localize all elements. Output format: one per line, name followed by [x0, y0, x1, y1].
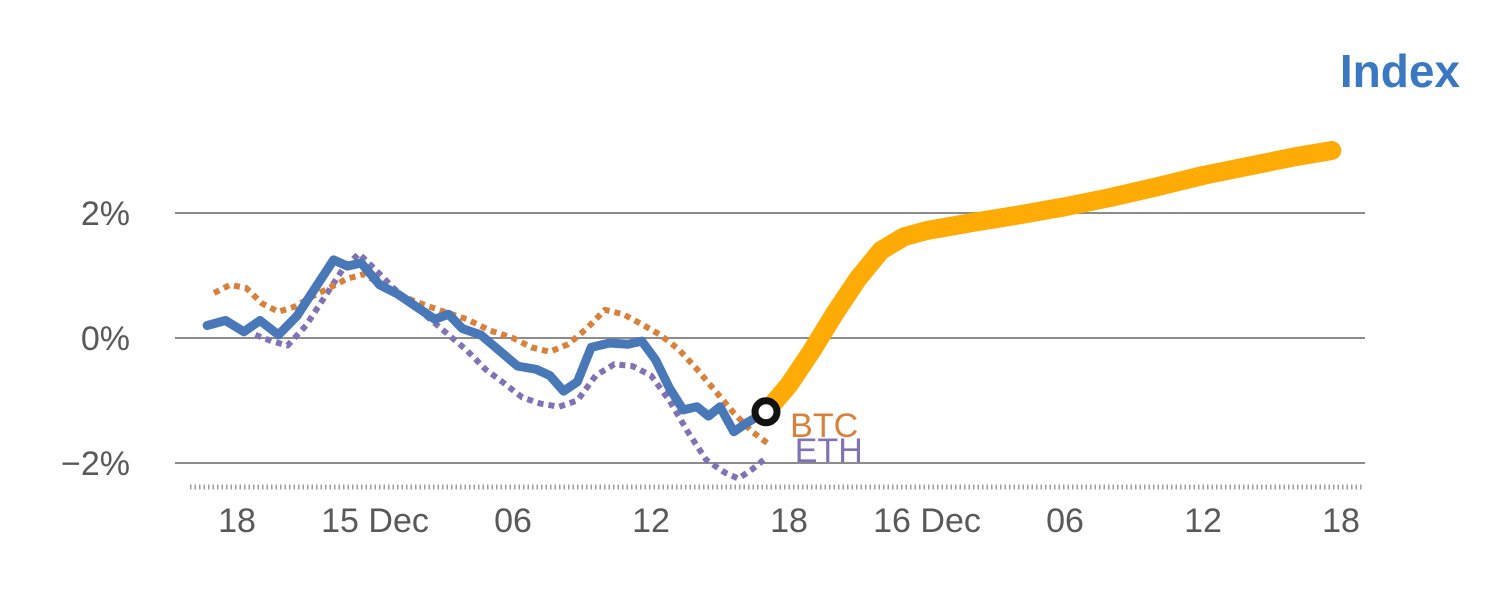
- series-group: [202, 141, 1342, 482]
- series-line-index-forecast: [756, 141, 1342, 422]
- x-tick-label: 06: [494, 502, 532, 540]
- gridlines-group: [175, 212, 1365, 464]
- marker-group: [751, 397, 781, 427]
- x-tick-label: 15 Dec: [321, 502, 429, 540]
- series-label-btc: BTC: [790, 407, 858, 445]
- x-tick-label: 12: [1184, 502, 1222, 540]
- y-tick-label: 2%: [81, 195, 130, 233]
- chart-title: Index: [1340, 45, 1461, 97]
- x-tick-label: 16 Dec: [873, 502, 981, 540]
- y-tick-label: 0%: [81, 320, 130, 358]
- x-tick-label: 18: [770, 502, 808, 540]
- series-line-index: [202, 255, 771, 437]
- current-value-marker: [751, 397, 781, 427]
- x-tick-label: 18: [218, 502, 256, 540]
- x-tick-label: 12: [632, 502, 670, 540]
- series-line-btc: [212, 271, 773, 448]
- x-tick-label: 06: [1046, 502, 1084, 540]
- x-tick-label: 18: [1322, 502, 1360, 540]
- series-label-eth: ETH: [795, 432, 863, 470]
- axis-group: 2% 0% −2% 18 15 Dec 06 12 18 16 Dec 06 12 18: [61, 195, 1362, 540]
- y-tick-label: −2%: [61, 445, 130, 483]
- series-line-eth: [254, 250, 766, 482]
